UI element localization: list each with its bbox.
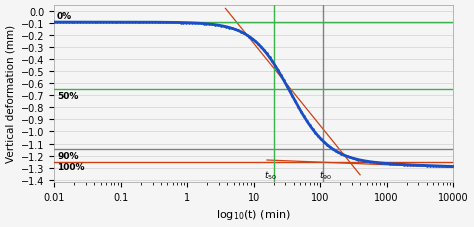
Text: $t_{50}$: $t_{50}$ bbox=[264, 169, 277, 182]
Y-axis label: Vertical deformation (mm): Vertical deformation (mm) bbox=[6, 25, 16, 163]
Text: 90%: 90% bbox=[57, 151, 79, 160]
Text: 0%: 0% bbox=[57, 12, 72, 21]
Text: 50%: 50% bbox=[57, 91, 79, 100]
X-axis label: log$_{10}$(t) (min): log$_{10}$(t) (min) bbox=[217, 207, 291, 222]
Text: $t_{90}$: $t_{90}$ bbox=[319, 169, 332, 182]
Text: 100%: 100% bbox=[57, 163, 84, 171]
